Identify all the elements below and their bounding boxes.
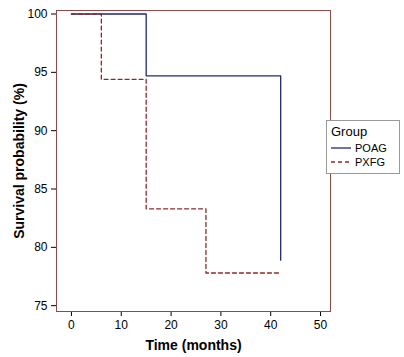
svg-text:75: 75 [34, 299, 48, 313]
svg-text:40: 40 [264, 318, 278, 332]
svg-text:10: 10 [115, 318, 129, 332]
svg-text:80: 80 [34, 240, 48, 254]
svg-text:Time (months): Time (months) [145, 337, 241, 353]
svg-text:85: 85 [34, 182, 48, 196]
svg-text:90: 90 [34, 124, 48, 138]
svg-text:50: 50 [314, 318, 328, 332]
html-text:Group: Group [331, 124, 368, 139]
svg-text:100: 100 [27, 7, 47, 21]
svg-text:95: 95 [34, 65, 48, 79]
svg-text:20: 20 [164, 318, 178, 332]
svg-text:30: 30 [214, 318, 228, 332]
svg-text:0: 0 [68, 318, 75, 332]
svg-text:Survival probability (%): Survival probability (%) [11, 83, 27, 239]
html-text:POAG: POAG [355, 142, 387, 154]
html-text:PXFG: PXFG [355, 156, 385, 168]
